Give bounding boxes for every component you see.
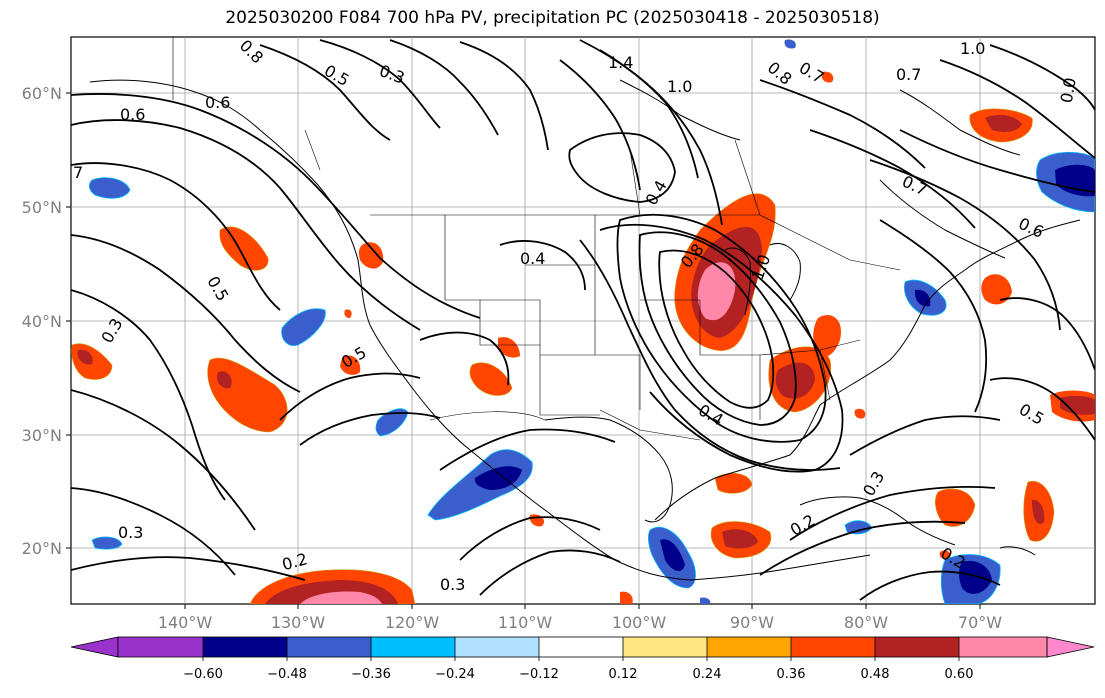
lon-label-100w: 100°W [612, 613, 667, 632]
colorbar-cell [959, 637, 1047, 657]
colorbar-tick: 0.12 [609, 667, 638, 682]
svg-text:7: 7 [73, 163, 83, 182]
colorbar-cell [623, 637, 707, 657]
pv-contours [71, 39, 1095, 601]
svg-text:1.0: 1.0 [960, 39, 985, 58]
longitude-labels: 140°W 130°W 120°W 110°W 100°W 90°W 80°W … [158, 613, 1002, 632]
colorbar-cell [118, 637, 203, 657]
lon-label-120w: 120°W [385, 613, 440, 632]
lat-label-50n: 50°N [22, 198, 62, 217]
colorbar-tick: −0.36 [351, 667, 391, 682]
colorbar-tick: −0.48 [267, 667, 307, 682]
map-title: 2025030200 F084 700 hPa PV, precipitatio… [225, 8, 880, 28]
coastlines [89, 79, 1081, 581]
colorbar-tick: 0.36 [777, 667, 806, 682]
colorbar-max-arrow [1046, 636, 1095, 658]
colorbar: −0.60 −0.48 −0.36 −0.24 −0.12 0.12 0.24 … [70, 636, 1095, 682]
lat-label-60n: 60°N [22, 84, 62, 103]
svg-text:0.7: 0.7 [896, 65, 921, 84]
lon-label-70w: 70°W [958, 613, 1002, 632]
axis-ticks [66, 92, 981, 609]
colorbar-tick-labels: −0.60 −0.48 −0.36 −0.24 −0.12 0.12 0.24 … [183, 667, 973, 682]
lon-label-130w: 130°W [271, 613, 326, 632]
colorbar-cell [539, 637, 623, 657]
colorbar-cell [707, 637, 791, 657]
lat-label-30n: 30°N [22, 426, 62, 445]
svg-text:0.6: 0.6 [205, 93, 230, 112]
political-borders [172, 37, 901, 441]
svg-text:0.4: 0.4 [520, 249, 545, 268]
lon-label-90w: 90°W [730, 613, 774, 632]
colorbar-tick: 0.60 [945, 667, 974, 682]
colorbar-tick: 0.24 [693, 667, 722, 682]
lon-label-110w: 110°W [498, 613, 553, 632]
svg-text:1.0: 1.0 [667, 77, 692, 96]
colorbar-cell [203, 637, 287, 657]
colorbar-tick: −0.60 [183, 667, 223, 682]
lon-label-140w: 140°W [158, 613, 213, 632]
colorbar-tick: 0.48 [861, 667, 890, 682]
svg-text:0.3: 0.3 [440, 575, 465, 594]
colorbar-cell [791, 637, 875, 657]
colorbar-cell [287, 637, 371, 657]
lon-label-80w: 80°W [844, 613, 888, 632]
colorbar-cell [371, 637, 455, 657]
colorbar-min-arrow [70, 636, 119, 658]
colorbar-cell [455, 637, 539, 657]
lat-label-20n: 20°N [22, 539, 62, 558]
svg-text:0.3: 0.3 [118, 523, 143, 542]
latitude-labels: 60°N 50°N 40°N 30°N 20°N [22, 84, 62, 558]
svg-text:0.0: 0.0 [1057, 76, 1080, 104]
svg-text:1.4: 1.4 [608, 53, 633, 72]
colorbar-cell [875, 637, 959, 657]
colorbar-tick: −0.12 [519, 667, 559, 682]
colorbar-tick: −0.24 [435, 667, 475, 682]
map-frame [70, 36, 1096, 605]
lat-label-40n: 40°N [22, 312, 62, 331]
svg-text:0.6: 0.6 [120, 105, 145, 124]
